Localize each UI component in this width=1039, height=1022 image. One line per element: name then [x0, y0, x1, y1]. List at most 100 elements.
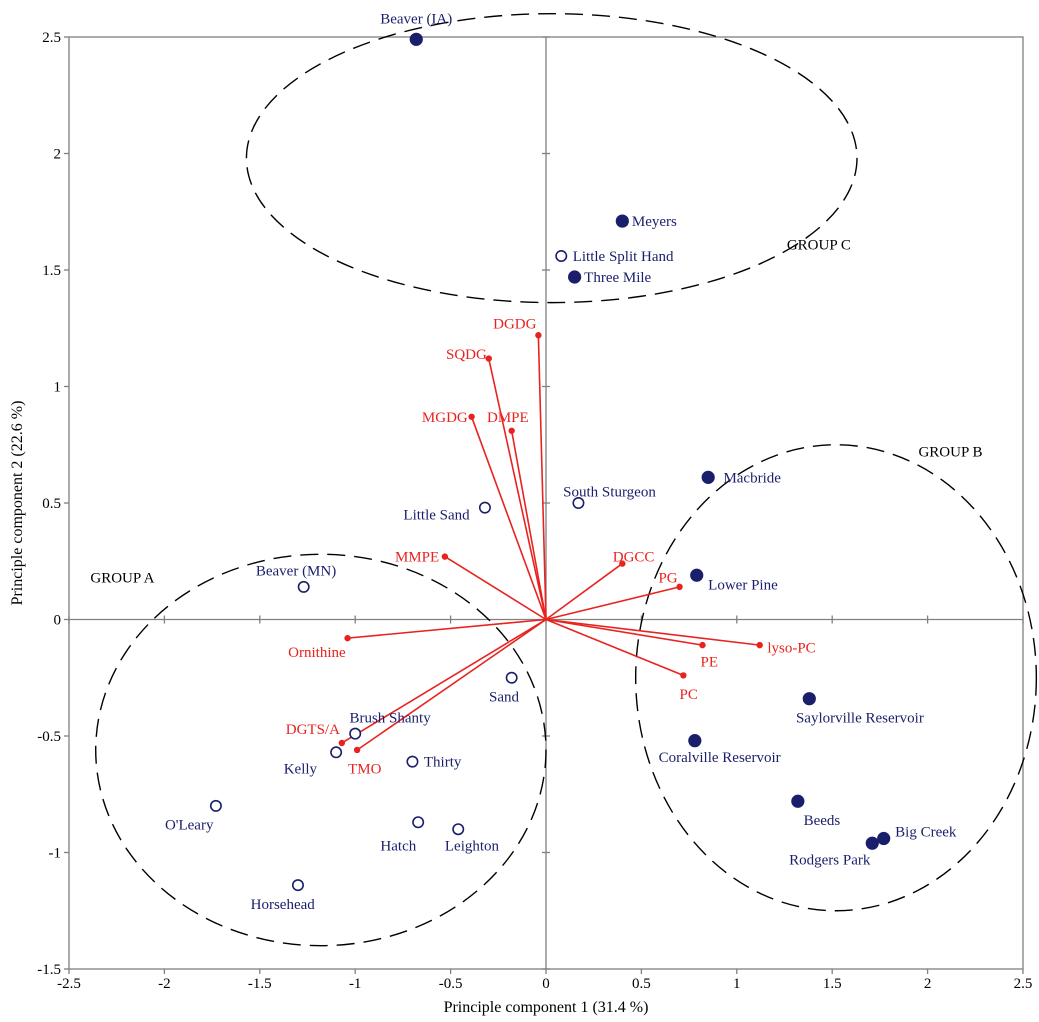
y-tick-label: 1.5: [42, 263, 61, 279]
group-a-label: GROUP A: [90, 571, 154, 587]
site-marker-o-leary: [209, 799, 222, 812]
site-label-saylorville-reservoir: Saylorville Reservoir: [796, 710, 924, 726]
vector-tip-tmo: [353, 746, 361, 754]
site-marker-south-sturgeon: [572, 496, 585, 509]
site-label-rodgers-park: Rodgers Park: [789, 852, 871, 868]
vector-tip-dgcc: [619, 560, 626, 567]
site-label-kelly: Kelly: [284, 762, 318, 778]
vector-label-mmpe: MMPE: [395, 550, 439, 566]
vector-tip-dgdg: [535, 332, 542, 339]
site-label-brush-shanty: Brush Shanty: [349, 710, 431, 726]
vector-label-ornithine: Ornithine: [288, 645, 346, 661]
site-points: Beaver (IA) Meyers Little Split Hand Three …: [165, 11, 957, 912]
x-tick-label: 2: [924, 976, 932, 992]
vector-pe: [545, 618, 703, 646]
vector-tip-dgts-a: [338, 739, 346, 747]
vector-tip-ornithine: [344, 634, 351, 642]
y-axis-title: Principle component 2 (22.6 %): [9, 401, 26, 606]
site-marker-big-creek: [877, 831, 891, 846]
site-label-meyers: Meyers: [632, 214, 677, 230]
site-label-thirty: Thirty: [424, 755, 462, 771]
site-label-hatch: Hatch: [380, 839, 416, 855]
y-tick-label: -1.5: [37, 962, 61, 978]
vector-tip-pe: [699, 641, 706, 649]
vector-tip-pc: [680, 672, 687, 679]
site-marker-kelly: [330, 746, 343, 759]
vector-label-pe: PE: [701, 654, 719, 670]
group-ellipses: GROUP A GROUP B GROUP C: [90, 12, 1038, 947]
site-label-big-creek: Big Creek: [895, 825, 957, 841]
vector-dgdg: [537, 335, 547, 620]
vector-dgcc: [545, 562, 623, 621]
vector-tip-sqdg: [485, 355, 492, 362]
site-label-beaver-mn: Beaver (MN): [256, 564, 336, 580]
x-tick-label: -2: [158, 976, 171, 992]
vector-dgts-a: [341, 618, 547, 744]
vector-label-dgdg: DGDG: [493, 317, 536, 333]
site-label-beeds: Beeds: [804, 813, 841, 829]
vector-pg: [545, 586, 680, 621]
site-marker-sand: [505, 671, 518, 684]
x-tick-label: -2.5: [57, 976, 81, 992]
vector-tip-pg: [676, 583, 683, 591]
y-tick-label: 0: [54, 613, 62, 629]
vector-tmo: [356, 618, 547, 751]
site-marker-macbride: [701, 470, 715, 484]
site-marker-three-mile: [568, 270, 582, 284]
site-marker-coralville-reservoir: [688, 734, 702, 748]
vector-label-sqdg: SQDG: [446, 347, 487, 363]
site-marker-little-sand: [478, 501, 491, 514]
x-tick-label: 2.5: [1014, 976, 1033, 992]
site-label-three-mile: Three Mile: [584, 270, 651, 286]
vector-label-dmpe: DMPE: [487, 410, 529, 426]
x-tick-label: -1: [349, 976, 362, 992]
vector-sqdg: [487, 358, 547, 620]
group-a-ellipse: [95, 553, 547, 947]
x-axis-title: Principle component 1 (31.4 %): [444, 999, 649, 1016]
site-label-south-sturgeon: South Sturgeon: [563, 484, 656, 500]
vector-tip-mgdg: [468, 413, 475, 420]
site-marker-rodgers-park: [865, 836, 879, 850]
site-marker-leighton: [452, 823, 465, 836]
site-label-horsehead: Horsehead: [251, 897, 316, 913]
site-label-lower-pine: Lower Pine: [708, 578, 778, 594]
site-label-coralville-reservoir: Coralville Reservoir: [659, 750, 781, 766]
site-label-beaver-ia: Beaver (IA): [380, 11, 452, 27]
vector-label-pc: PC: [680, 687, 698, 703]
vector-pc: [545, 618, 684, 677]
x-tick-label: 0: [542, 976, 550, 992]
group-b-ellipse: [634, 444, 1038, 912]
tick-labels: -2.5 -2 -1.5 -1 -0.5 0 0.5 1 1.5 2 2.5 -1.5 -1 -0.5 0 0…: [37, 30, 1032, 992]
site-label-leighton: Leighton: [445, 839, 500, 855]
y-tick-label: 2.5: [42, 30, 61, 46]
vector-label-dgcc: DGCC: [613, 550, 655, 566]
vector-ornithine: [347, 618, 547, 639]
site-marker-saylorville-reservoir: [802, 692, 816, 706]
vector-tip-dmpe: [508, 427, 515, 434]
vector-mmpe: [444, 555, 547, 621]
site-marker-hatch: [412, 816, 425, 829]
vector-lyso-pc: [545, 618, 760, 646]
group-c-label: GROUP C: [787, 237, 851, 253]
y-tick-label: 1: [54, 380, 62, 396]
site-marker-beaver-ia: [409, 32, 423, 46]
site-label-sand: Sand: [489, 689, 520, 705]
site-label-macbride: Macbride: [723, 470, 781, 486]
vector-mgdg: [470, 416, 547, 620]
vector-tip-lyso-pc: [756, 641, 763, 649]
site-marker-beeds: [791, 794, 805, 808]
vector-label-tmo: TMO: [348, 762, 382, 778]
site-label-little-sand: Little Sand: [403, 508, 470, 524]
site-marker-little-split-hand: [555, 250, 568, 263]
group-c-ellipse: [245, 12, 858, 304]
site-marker-brush-shanty: [349, 727, 362, 740]
y-tick-label: -0.5: [37, 729, 61, 745]
y-tick-label: 0.5: [42, 496, 61, 512]
site-marker-horsehead: [291, 879, 304, 892]
vector-label-lyso-pc: lyso-PC: [767, 640, 815, 656]
x-tick-label: 1: [733, 976, 741, 992]
x-tick-label: 0.5: [632, 976, 651, 992]
group-b-label: GROUP B: [918, 445, 982, 461]
